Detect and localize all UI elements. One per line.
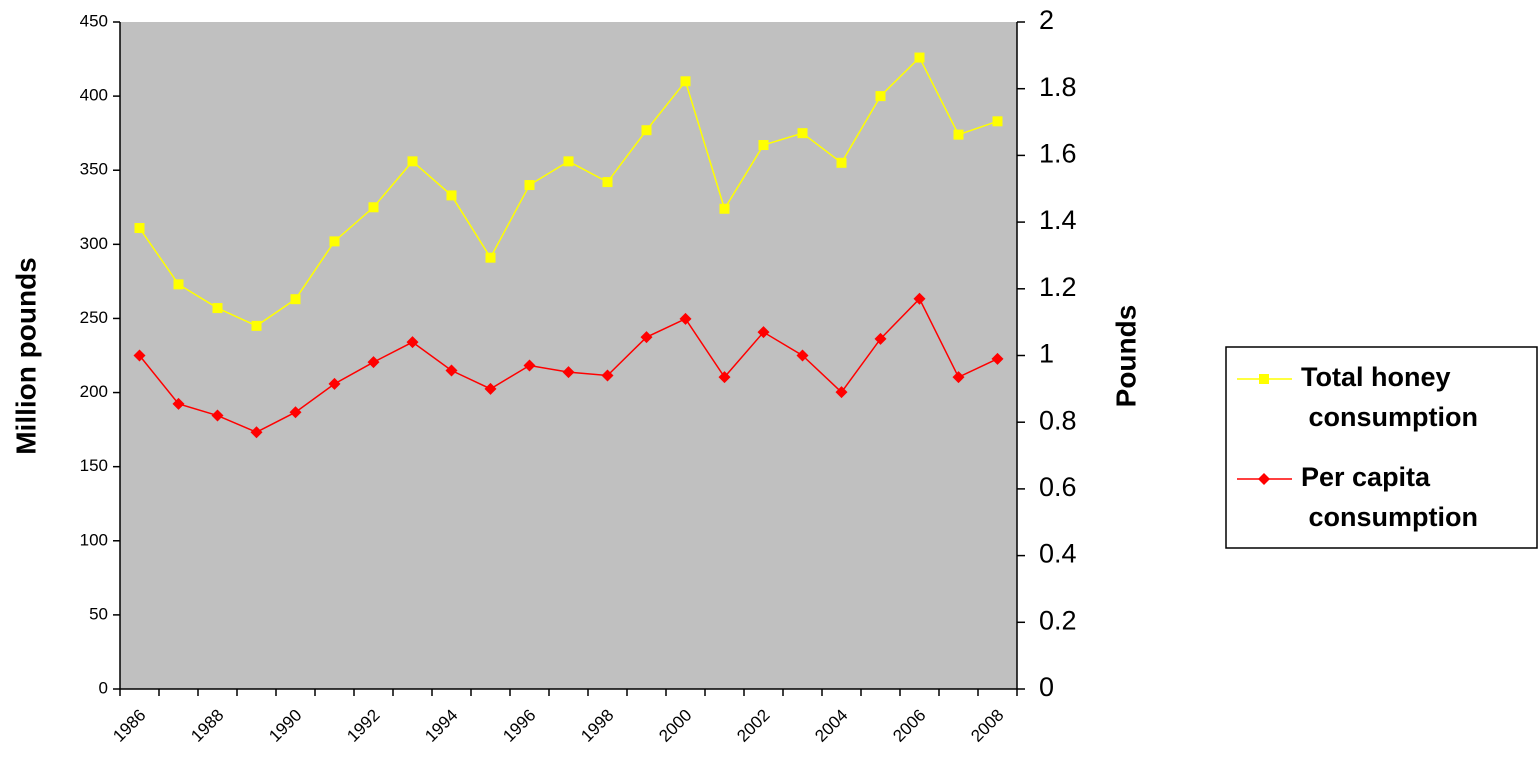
y2-tick-label: 1 bbox=[1039, 339, 1054, 369]
y2-tick-label: 0.4 bbox=[1039, 539, 1077, 569]
y-tick-label: 450 bbox=[80, 11, 108, 30]
legend-box bbox=[1225, 346, 1538, 549]
y-tick-label: 50 bbox=[89, 604, 108, 623]
data-point bbox=[368, 202, 379, 213]
y-tick-label: 0 bbox=[99, 678, 108, 697]
y-axis-title: Million pounds bbox=[10, 257, 41, 455]
data-point bbox=[796, 349, 809, 362]
y-tick-label: 350 bbox=[80, 160, 108, 179]
data-point bbox=[836, 157, 847, 168]
y2-axis-title: Pounds bbox=[1110, 305, 1141, 408]
data-point bbox=[641, 125, 652, 136]
data-point bbox=[563, 156, 574, 167]
data-point bbox=[367, 356, 380, 369]
y2-tick-label: 2 bbox=[1039, 5, 1054, 35]
y2-tick-label: 1.6 bbox=[1039, 139, 1077, 169]
data-point bbox=[446, 190, 457, 201]
x-tick-label: 1986 bbox=[109, 706, 149, 746]
data-point bbox=[875, 91, 886, 102]
data-point bbox=[913, 292, 926, 305]
y-tick-label: 100 bbox=[80, 530, 108, 549]
data-point bbox=[953, 129, 964, 140]
data-point bbox=[562, 366, 575, 379]
x-tick-label: 2004 bbox=[811, 706, 851, 746]
data-point bbox=[835, 386, 848, 399]
y2-tick-label: 1.8 bbox=[1039, 72, 1077, 102]
x-tick-label: 2002 bbox=[733, 706, 773, 746]
data-point bbox=[172, 397, 185, 410]
x-tick-label: 1990 bbox=[265, 706, 305, 746]
y-tick-label: 400 bbox=[80, 86, 108, 105]
data-point bbox=[329, 236, 340, 247]
data-point bbox=[524, 180, 535, 191]
y-tick-label: 250 bbox=[80, 308, 108, 327]
x-tick-label: 1994 bbox=[421, 706, 461, 746]
data-point bbox=[797, 128, 808, 139]
legend-label: Total honey consumption bbox=[1301, 362, 1478, 432]
data-point bbox=[679, 312, 692, 325]
x-tick-label: 1988 bbox=[187, 706, 227, 746]
data-point bbox=[250, 426, 263, 439]
data-point bbox=[874, 332, 887, 345]
data-point bbox=[251, 320, 262, 331]
x-tick-label: 2006 bbox=[889, 706, 929, 746]
legend-label: Per capita consumption bbox=[1301, 462, 1478, 532]
data-point bbox=[758, 140, 769, 151]
y2-tick-label: 0.2 bbox=[1039, 605, 1077, 635]
data-point bbox=[680, 76, 691, 87]
data-point bbox=[328, 377, 341, 390]
data-point bbox=[719, 203, 730, 214]
data-point bbox=[485, 252, 496, 263]
data-point bbox=[757, 326, 770, 339]
x-tick-label: 2008 bbox=[967, 706, 1007, 746]
y-tick-label: 300 bbox=[80, 234, 108, 253]
plot-area bbox=[120, 22, 1017, 689]
data-point bbox=[640, 331, 653, 344]
data-point bbox=[484, 382, 497, 395]
data-point bbox=[602, 177, 613, 188]
y-tick-label: 150 bbox=[80, 456, 108, 475]
data-point bbox=[601, 369, 614, 382]
data-point bbox=[290, 294, 301, 305]
data-point bbox=[718, 371, 731, 384]
x-tick-label: 1998 bbox=[577, 706, 617, 746]
y2-tick-label: 0.6 bbox=[1039, 472, 1077, 502]
x-tick-label: 1996 bbox=[499, 706, 539, 746]
y2-tick-label: 0.8 bbox=[1039, 405, 1077, 435]
data-point bbox=[133, 349, 146, 362]
data-point bbox=[212, 303, 223, 314]
data-point bbox=[406, 336, 419, 349]
data-point bbox=[992, 116, 1003, 127]
y2-tick-label: 0 bbox=[1039, 672, 1054, 702]
data-point bbox=[134, 223, 145, 234]
y2-tick-label: 1.2 bbox=[1039, 272, 1077, 302]
legend-swatch-marker bbox=[1259, 374, 1269, 384]
x-tick-label: 2000 bbox=[655, 706, 695, 746]
legend-swatch-marker bbox=[1258, 473, 1270, 485]
data-point bbox=[289, 406, 302, 419]
x-tick-label: 1992 bbox=[343, 706, 383, 746]
data-point bbox=[445, 364, 458, 377]
data-point bbox=[952, 371, 965, 384]
data-point bbox=[914, 52, 925, 63]
y-tick-label: 200 bbox=[80, 382, 108, 401]
data-point bbox=[407, 156, 418, 167]
data-point bbox=[523, 359, 536, 372]
data-point bbox=[173, 279, 184, 290]
data-point bbox=[991, 352, 1004, 365]
data-point bbox=[211, 409, 224, 422]
y2-tick-label: 1.4 bbox=[1039, 205, 1077, 235]
